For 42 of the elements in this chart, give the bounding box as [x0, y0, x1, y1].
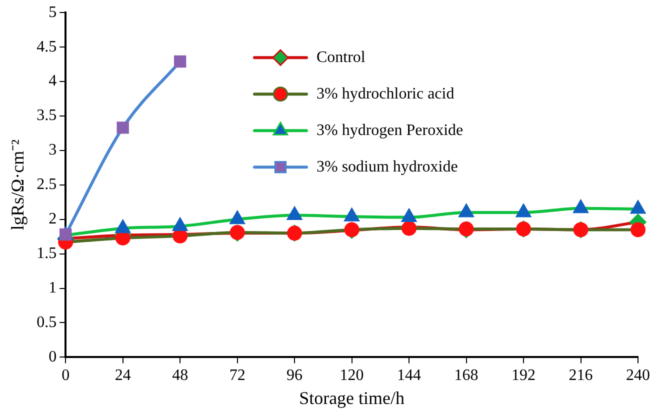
y-tick-label: 1 [48, 279, 57, 296]
point [516, 204, 531, 218]
x-tick-label: 24 [114, 367, 131, 384]
point [402, 209, 416, 222]
y-tick-label: 0 [48, 348, 57, 366]
y-tick-label: 1.5 [36, 245, 57, 262]
x-tick-label: 120 [340, 367, 364, 384]
y-tick-label: 3 [48, 142, 57, 159]
y-tick-label: 5 [48, 4, 57, 21]
y-tick-label: 2.5 [36, 176, 57, 194]
point [344, 208, 359, 222]
legend-label: 3% hydrochloric acid [316, 85, 454, 102]
point [172, 218, 188, 231]
x-tick-label: 144 [397, 367, 422, 384]
point [630, 222, 646, 238]
x-tick-label: 72 [229, 367, 246, 384]
x-tick-label: 192 [512, 367, 536, 384]
x-tick-label: 240 [626, 367, 650, 384]
x-tick-label: 0 [62, 367, 70, 384]
point [630, 201, 646, 214]
x-tick-label: 216 [568, 367, 593, 384]
x-tick-label: 96 [286, 367, 303, 384]
y-axis-title: lgRs/Ω·cm⁻² [8, 140, 28, 230]
legend-label: Control [316, 48, 366, 66]
point [230, 211, 244, 224]
legend-label: 3% sodium hydroxide [316, 158, 458, 176]
legend-label: 3% hydrogen Peroxide [316, 122, 464, 139]
point [116, 122, 129, 134]
x-axis-title: Storage time/h [299, 388, 405, 408]
point [574, 200, 588, 214]
point [402, 220, 417, 236]
point [287, 207, 302, 220]
y-tick-label: 4 [48, 72, 57, 90]
y-tick-label: 3.5 [36, 107, 57, 124]
y-tick-label: 0.5 [36, 314, 57, 331]
point [116, 220, 130, 234]
x-tick-label: 168 [454, 367, 478, 384]
point [459, 204, 474, 218]
x-tick-label: 48 [172, 367, 188, 384]
y-tick-label: 4.5 [36, 38, 57, 56]
y-tick-label: 2 [48, 210, 57, 228]
point [174, 55, 186, 68]
